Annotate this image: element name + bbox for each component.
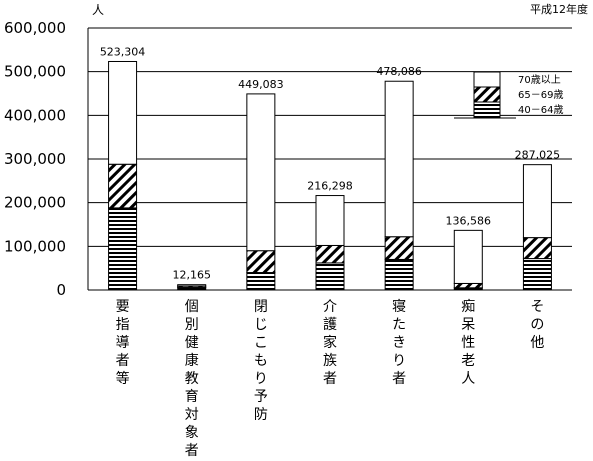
category-label-char: 指	[116, 317, 130, 333]
bar-segment	[384, 258, 414, 291]
data-label: 12,165	[172, 269, 211, 282]
legend-label: 70歳以上	[518, 74, 561, 86]
category-label-char: 等	[116, 370, 130, 387]
category-label-char: き	[392, 335, 406, 351]
category-label-char: 家	[323, 334, 337, 351]
bar-segment	[453, 282, 483, 289]
category-label-char: 者	[116, 353, 130, 369]
category-label-char: 他	[530, 335, 544, 351]
category-label-char: 別	[185, 317, 199, 333]
y-tick-label: 600,000	[4, 19, 66, 37]
category-label-char: り	[392, 353, 406, 369]
category-label-char: た	[392, 317, 406, 333]
y-tick-label: 0	[56, 281, 66, 299]
category-label-char: 康	[185, 352, 199, 369]
y-unit-label: 人	[92, 3, 104, 17]
bar-segment	[522, 164, 552, 239]
category-label-char: も	[254, 353, 268, 369]
category-label-char: の	[530, 317, 544, 333]
bar-segment	[384, 80, 414, 238]
legend-swatch	[473, 101, 501, 118]
bars	[108, 60, 552, 291]
y-tick-label: 300,000	[4, 150, 66, 168]
category-label-char: 人	[461, 371, 475, 387]
category-label-char: 導	[116, 335, 130, 351]
category-label-char: じ	[254, 317, 268, 333]
legend-label: 65－69歳	[518, 89, 563, 101]
category-label-char: 者	[185, 443, 199, 459]
category-label-char: 呆	[461, 317, 475, 333]
bar-segment	[246, 250, 276, 274]
y-tick-label: 400,000	[4, 106, 66, 124]
bar-segment	[315, 195, 345, 246]
category-label-char: 育	[185, 389, 199, 405]
bar-segment	[315, 262, 345, 291]
bar-segment	[522, 258, 552, 291]
category-label-char: 痴	[461, 299, 475, 315]
legend-label: 40－64歳	[518, 104, 563, 116]
bar-segment	[453, 229, 483, 284]
category-label-char: 介	[323, 299, 337, 315]
bar-segment	[108, 207, 138, 291]
category-label-char: そ	[530, 299, 544, 315]
category-label-char: 個	[185, 299, 199, 315]
year-note: 平成12年度	[530, 2, 588, 16]
category-label-char: 護	[323, 317, 337, 333]
bar-segment	[246, 272, 276, 291]
legend: 70歳以上 65－69歳 40－64歳	[454, 71, 563, 119]
category-label-char: 予	[254, 389, 268, 405]
data-label: 216,298	[307, 180, 353, 193]
y-tick-label: 200,000	[4, 194, 66, 212]
category-label-char: 防	[254, 407, 268, 423]
bar-segment	[108, 163, 138, 209]
bar-segment	[177, 284, 207, 287]
category-label-char: 族	[323, 353, 337, 369]
bar-segment	[384, 236, 414, 260]
category-label-char: 者	[392, 371, 406, 387]
data-label: 136,586	[446, 214, 492, 227]
bar-segment	[315, 244, 345, 264]
category-label-char: り	[254, 371, 268, 387]
category-label-char: 要	[116, 299, 130, 315]
category-label-char: 象	[185, 425, 199, 441]
category-label-char: 教	[185, 371, 199, 387]
y-axis-ticks: 0 100,000 200,000 300,000 400,000 500,000 600,…	[4, 19, 66, 299]
y-tick-label: 100,000	[4, 237, 66, 255]
category-label-char: 性	[461, 335, 475, 351]
bar-segment	[522, 237, 552, 260]
data-labels: 523,304 12,165 449,083 216,298 478,086 136,58…	[100, 45, 560, 281]
bar-segment	[108, 60, 138, 165]
category-label-char: 老	[461, 353, 475, 369]
category-label-char: 対	[185, 407, 199, 423]
category-label-char: 寝	[392, 298, 406, 315]
category-label-char: 者	[323, 371, 337, 387]
data-label: 287,025	[515, 149, 561, 162]
legend-swatch	[473, 86, 501, 103]
data-label: 449,083	[238, 78, 284, 91]
gridlines	[88, 27, 572, 247]
bar-segment	[246, 93, 276, 252]
legend-swatch	[473, 71, 501, 88]
data-label: 523,304	[100, 45, 146, 58]
category-label-char: 健	[185, 335, 199, 351]
category-label-char: こ	[254, 335, 268, 351]
data-label: 478,086	[376, 65, 422, 78]
y-tick-label: 500,000	[4, 63, 66, 81]
category-label-char: 閉	[254, 299, 268, 315]
